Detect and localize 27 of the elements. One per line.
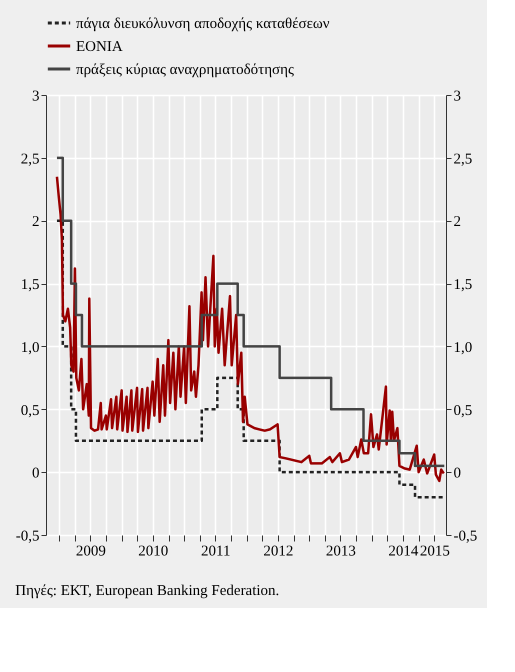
x-tick-label: 2013 [326, 544, 356, 560]
y-tick-label: 1,0 [20, 340, 40, 356]
y-tick-label: 2 [32, 214, 40, 230]
y-tick-label: 1,5 [20, 277, 40, 294]
x-tick-label: 2014 [388, 544, 419, 560]
y2-tick-label: 2,5 [454, 151, 472, 168]
legend-label: EONIA [76, 39, 123, 55]
x-tick-label: 2011 [201, 544, 231, 560]
y-tick-label: 0 [32, 466, 40, 482]
y-tick-label: 0,5 [20, 402, 40, 419]
x-tick-label: 2009 [76, 544, 106, 560]
y-tick-label: 3 [32, 88, 40, 104]
y2-tick-label: 0 [454, 466, 461, 482]
y2-tick-label: 0,5 [454, 402, 472, 419]
legend-label: πράξεις κύριας αναχρηματοδότησης [76, 62, 294, 78]
y2-tick-label: 2 [454, 214, 461, 230]
text: Πηγές: ΕΚΤ, European Banking Federation. [15, 583, 280, 599]
x-tick-label: 2012 [263, 544, 294, 560]
y-tick-label: -0,5 [16, 528, 40, 544]
y2-tick-label: -0,5 [454, 528, 478, 544]
y2-tick-label: 3 [454, 88, 461, 104]
x-tick-label: 2015 [420, 544, 450, 560]
y-tick-label: 2,5 [20, 151, 40, 168]
x-tick-label: 2010 [138, 544, 168, 560]
y2-tick-label: 1,5 [454, 277, 472, 294]
y2-tick-label: 1,0 [454, 340, 472, 356]
legend-label: πάγια διευκόλυνση αποδοχής καταθέσεων [76, 16, 330, 32]
